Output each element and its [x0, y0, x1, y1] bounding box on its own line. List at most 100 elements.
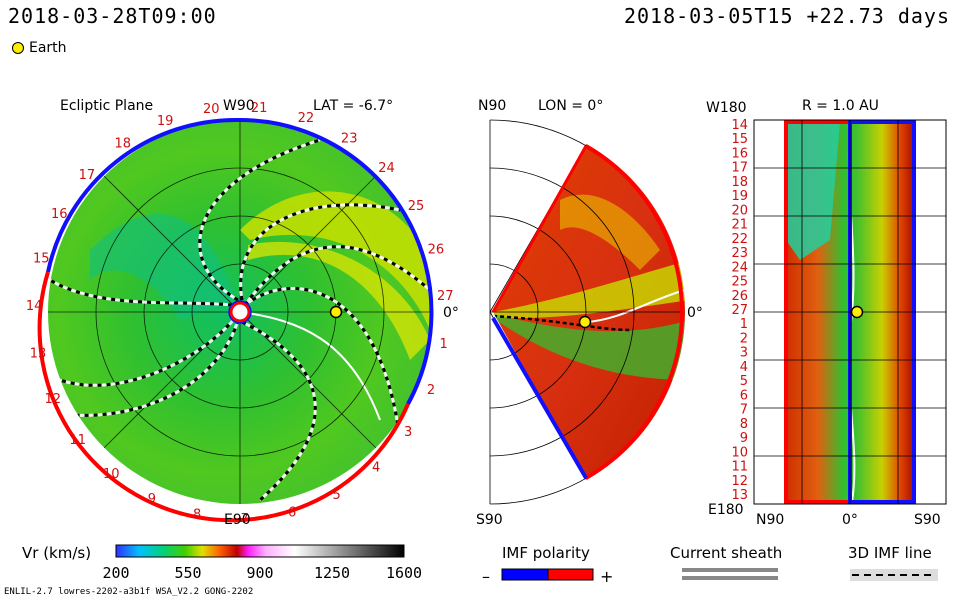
ecliptic-plane-panel: 20 21222324252627123456789101112131415161…	[26, 98, 459, 528]
mer-sheath-line	[493, 314, 631, 332]
radial-grid	[754, 120, 946, 504]
radial-y-labels: 1415161718192021222324252627123456789101…	[731, 118, 748, 503]
radial-y-label: 10	[731, 445, 748, 460]
colorbar-tick: 900	[246, 564, 273, 582]
radial-y-label: 11	[731, 460, 748, 475]
radial-y-label: 21	[731, 218, 748, 233]
negative-imf-arc	[37, 271, 410, 523]
radial-y-label: 26	[731, 289, 748, 304]
carrington-label: 6	[288, 505, 296, 520]
s90-label: S90	[476, 512, 503, 528]
radial-y-label: 4	[740, 360, 748, 375]
colorbar-tick: 1250	[314, 564, 350, 582]
carrington-label: 5	[333, 488, 341, 503]
carrington-label: 23	[341, 131, 358, 146]
ecliptic-zero-label: 0°	[443, 305, 459, 321]
imf-polarity-legend: IMF polarity – +	[482, 544, 613, 586]
sheath-swatch-bottom	[682, 576, 778, 580]
carrington-label: 25	[408, 199, 425, 214]
start-time-offset: 2018-03-05T15 +22.73 days	[623, 4, 950, 28]
imf-field-line	[239, 311, 381, 421]
radial-y-label: 9	[740, 431, 748, 446]
current-sheath-legend: Current sheath	[670, 544, 782, 580]
radial-y-label: 2	[740, 332, 748, 347]
radial-y-label: 3	[740, 346, 748, 361]
mer-positive-arc	[584, 144, 684, 313]
sheath-swatch-top	[682, 568, 778, 572]
mer-green-band	[493, 314, 686, 380]
mer-south-edge	[491, 316, 588, 480]
positive-imf-arc-2	[46, 117, 241, 273]
mer-yellow-band	[493, 260, 686, 319]
radial-title: R = 1.0 AU	[802, 98, 879, 114]
carrington-label: 15	[33, 252, 50, 267]
radial-y-label: 1	[740, 317, 748, 332]
imf-3d-line-legend: 3D IMF line	[848, 544, 938, 581]
sun-ring	[228, 300, 252, 324]
radial-y-label: 5	[740, 374, 748, 389]
earth-marker-icon	[12, 42, 24, 54]
radial-y-label: 8	[740, 417, 748, 432]
carrington-label: 4	[372, 461, 380, 476]
radial-y-label: 19	[731, 189, 748, 204]
fast-stream-region	[240, 191, 432, 330]
carrington-label: 8	[193, 508, 201, 523]
model-time: 2018-03-28T09:00	[8, 4, 217, 28]
sun-marker	[229, 301, 251, 323]
carrington-label: 9	[148, 492, 156, 507]
earth-marker-ecliptic	[329, 305, 343, 319]
carrington-label: 10	[103, 467, 120, 482]
carrington-label: 3	[404, 425, 412, 440]
radial-y-label: 27	[731, 303, 748, 318]
mer-positive-arc-2	[584, 311, 684, 480]
footer-run-info: ENLIL-2.7 lowres-2202-a3b1f WSA_V2.2 GON…	[4, 587, 254, 597]
carrington-label: 26	[428, 242, 445, 257]
ecliptic-title: Ecliptic Plane	[60, 98, 153, 114]
radial-y-label: 12	[731, 474, 748, 489]
carrington-label: 14	[26, 299, 43, 314]
radial-y-label: 25	[731, 275, 748, 290]
radial-y-label: 24	[731, 260, 748, 275]
radial-y-label: 22	[731, 232, 748, 247]
carrington-label: 1	[439, 337, 447, 352]
earth-marker-meridional	[578, 315, 592, 329]
carrington-label: 18	[115, 137, 132, 152]
radial-y-label: 14	[731, 118, 748, 133]
carrington-label: 2	[427, 383, 435, 398]
carrington-label: 13	[30, 347, 47, 362]
carrington-label: 16	[51, 207, 68, 222]
imf-minus-label: –	[482, 567, 490, 586]
carrington-label: 12	[45, 392, 62, 407]
radial-y-label: 13	[731, 488, 748, 503]
colorbar-ticks: 200 550 900 1250 1600	[102, 564, 422, 582]
carrington-label: 19	[157, 114, 174, 129]
colorbar-tick: 550	[174, 564, 201, 582]
fast-stream-core	[248, 241, 430, 360]
earth-legend-label: Earth	[29, 40, 67, 56]
radial-y-label: 18	[731, 175, 748, 190]
radial-x-s90: S90	[914, 512, 941, 528]
colorbar-gradient	[115, 544, 405, 558]
earth-marker-radial	[850, 305, 864, 319]
earth-legend: Earth	[12, 40, 67, 56]
current-sheath-lines-white	[49, 138, 431, 502]
e180-label: E180	[708, 502, 744, 518]
carrington-label: 21	[251, 101, 268, 116]
imf-polarity-title: IMF polarity	[502, 544, 590, 562]
colorbar-tick: 1600	[386, 564, 422, 582]
carrington-longitude-labels: 20 21222324252627123456789101112131415161…	[26, 101, 454, 527]
carrington-label: 27	[437, 289, 454, 304]
radial-x-n90: N90	[756, 512, 784, 528]
current-sheath-title: Current sheath	[670, 544, 782, 562]
radial-y-label: 17	[731, 161, 748, 176]
negative-polarity-swatch	[501, 568, 549, 581]
carrington-label: 11	[69, 433, 86, 448]
carrington-label: 7	[241, 512, 249, 527]
meridional-zero-label: 0°	[687, 305, 703, 321]
imf-plus-label: +	[600, 567, 613, 586]
carrington-label: 20	[203, 102, 220, 117]
radial-y-label: 7	[740, 403, 748, 418]
carrington-label: 22	[298, 111, 315, 126]
radial-y-label: 23	[731, 246, 748, 261]
